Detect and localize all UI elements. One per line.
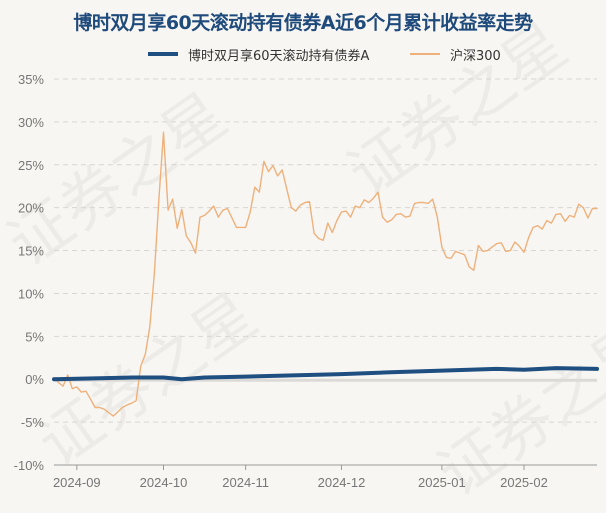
x-tick-label: 2025-02 bbox=[500, 475, 548, 490]
series-line-hs300 bbox=[53, 131, 598, 417]
series-line-fund bbox=[52, 366, 599, 382]
legend: 博时双月享60天滚动持有债券A 沪深300 bbox=[0, 44, 606, 64]
legend-label-fund: 博时双月享60天滚动持有债券A bbox=[188, 48, 370, 64]
y-tick-label: 20% bbox=[18, 201, 44, 216]
y-tick-label: 15% bbox=[18, 244, 44, 259]
x-tick-label: 2024-09 bbox=[53, 475, 101, 490]
legend-item-hs300[interactable]: 沪深300 bbox=[410, 44, 501, 64]
y-tick-label: -10% bbox=[14, 458, 45, 473]
legend-item-fund[interactable]: 博时双月享60天滚动持有债券A bbox=[148, 44, 369, 64]
x-tick-label: 2024-12 bbox=[318, 475, 366, 490]
y-tick-label: 0% bbox=[25, 372, 44, 387]
line-chart: 35% 30% 25% 20% 15% 10% 5% 0% -5% -10% 2024-09 2024… bbox=[14, 72, 599, 490]
y-tick-label: 25% bbox=[18, 158, 44, 173]
y-tick-label: 5% bbox=[25, 329, 44, 344]
x-tick-label: 2024-10 bbox=[140, 475, 188, 490]
legend-label-hs300: 沪深300 bbox=[450, 48, 501, 64]
y-tick-label: -5% bbox=[21, 415, 45, 430]
y-tick-label: 30% bbox=[18, 115, 44, 130]
chart-title: 博时双月享60天滚动持有债券A近6个月累计收益率走势 bbox=[73, 12, 533, 34]
y-tick-label: 10% bbox=[18, 286, 44, 301]
legend-swatch-hs300 bbox=[410, 53, 440, 55]
legend-swatch-fund bbox=[148, 52, 178, 56]
x-tick-label: 2024-11 bbox=[222, 475, 269, 490]
x-tick-label: 2025-01 bbox=[418, 475, 466, 490]
y-tick-label: 35% bbox=[18, 72, 44, 87]
